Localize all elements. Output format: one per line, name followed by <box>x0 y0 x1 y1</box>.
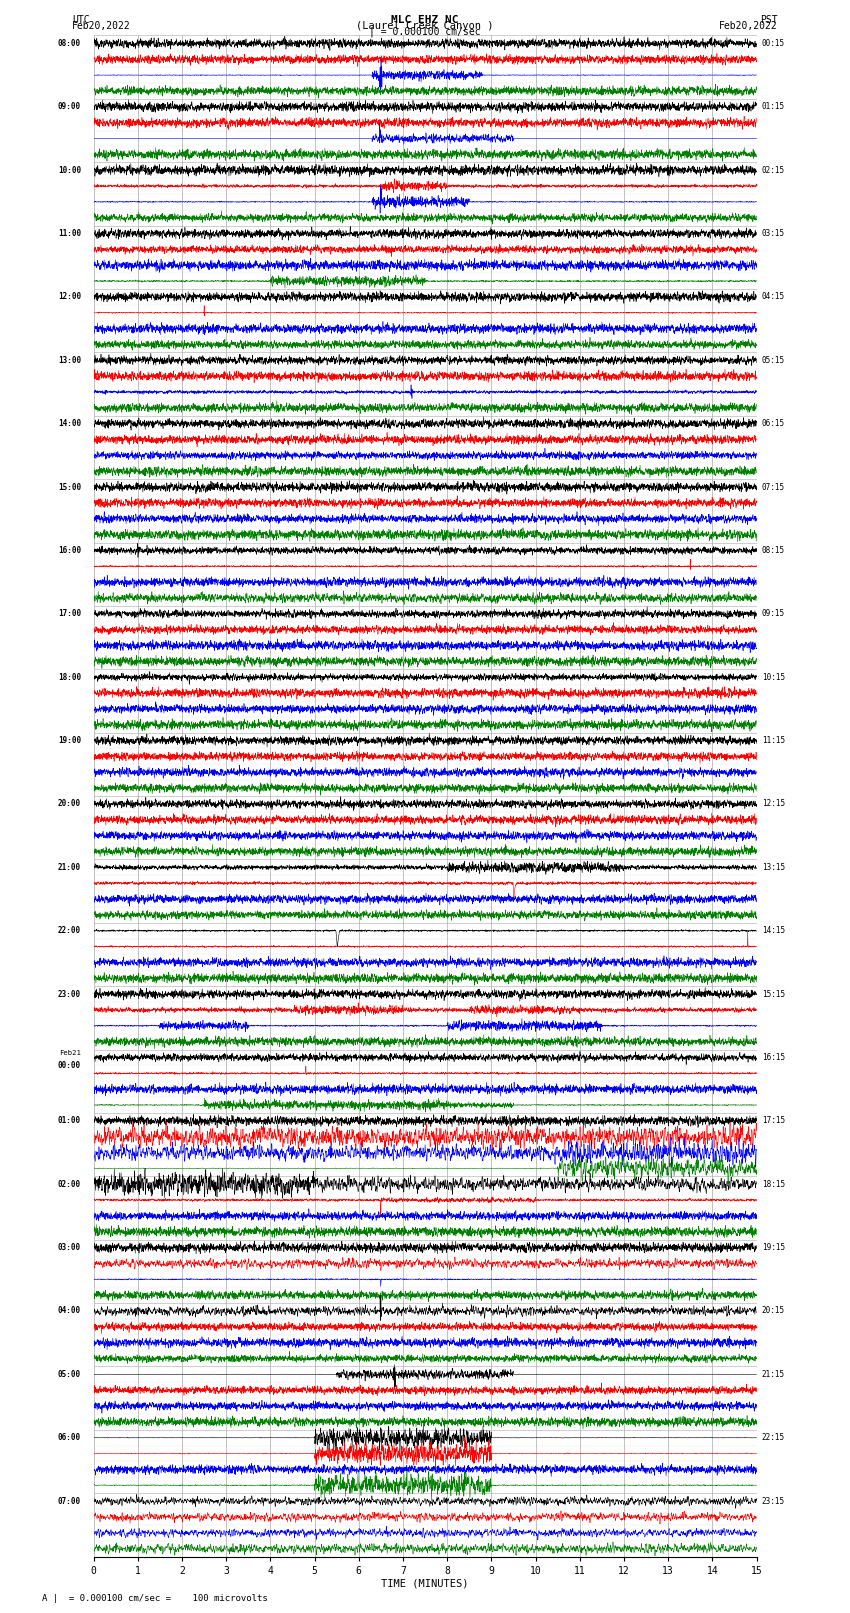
Text: 23:00: 23:00 <box>58 989 81 998</box>
Text: Feb21: Feb21 <box>60 1050 81 1057</box>
Text: 02:00: 02:00 <box>58 1179 81 1189</box>
Text: 22:00: 22:00 <box>58 926 81 936</box>
Text: 05:15: 05:15 <box>762 356 785 365</box>
Text: 17:00: 17:00 <box>58 610 81 618</box>
Text: 21:15: 21:15 <box>762 1369 785 1379</box>
Text: 07:15: 07:15 <box>762 482 785 492</box>
Text: 10:00: 10:00 <box>58 166 81 174</box>
Text: 09:00: 09:00 <box>58 102 81 111</box>
Text: 00:15: 00:15 <box>762 39 785 48</box>
Text: 06:15: 06:15 <box>762 419 785 427</box>
Text: PST: PST <box>760 16 778 26</box>
Text: 07:00: 07:00 <box>58 1497 81 1505</box>
Text: Feb20,2022: Feb20,2022 <box>72 21 131 31</box>
Text: 14:00: 14:00 <box>58 419 81 427</box>
Text: 12:00: 12:00 <box>58 292 81 302</box>
Text: A |  = 0.000100 cm/sec =    100 microvolts: A | = 0.000100 cm/sec = 100 microvolts <box>42 1594 269 1603</box>
Text: 08:15: 08:15 <box>762 545 785 555</box>
Text: 15:00: 15:00 <box>58 482 81 492</box>
Text: 20:15: 20:15 <box>762 1307 785 1316</box>
Text: 23:15: 23:15 <box>762 1497 785 1505</box>
Text: 16:00: 16:00 <box>58 545 81 555</box>
Text: 03:00: 03:00 <box>58 1244 81 1252</box>
Text: 22:15: 22:15 <box>762 1434 785 1442</box>
Text: 11:00: 11:00 <box>58 229 81 239</box>
Text: 02:15: 02:15 <box>762 166 785 174</box>
Text: 13:15: 13:15 <box>762 863 785 871</box>
Text: 20:00: 20:00 <box>58 800 81 808</box>
Text: MLC EHZ NC: MLC EHZ NC <box>391 16 459 26</box>
Text: 09:15: 09:15 <box>762 610 785 618</box>
Text: | = 0.000100 cm/sec: | = 0.000100 cm/sec <box>369 26 481 37</box>
Text: 19:15: 19:15 <box>762 1244 785 1252</box>
Text: 12:15: 12:15 <box>762 800 785 808</box>
Text: 16:15: 16:15 <box>762 1053 785 1061</box>
Text: 04:00: 04:00 <box>58 1307 81 1316</box>
Text: 01:00: 01:00 <box>58 1116 81 1126</box>
Text: 18:00: 18:00 <box>58 673 81 682</box>
Text: 15:15: 15:15 <box>762 989 785 998</box>
Text: 08:00: 08:00 <box>58 39 81 48</box>
Text: 03:15: 03:15 <box>762 229 785 239</box>
Text: 10:15: 10:15 <box>762 673 785 682</box>
Text: UTC: UTC <box>72 16 90 26</box>
Text: 00:00: 00:00 <box>58 1061 81 1069</box>
X-axis label: TIME (MINUTES): TIME (MINUTES) <box>382 1579 468 1589</box>
Text: 17:15: 17:15 <box>762 1116 785 1126</box>
Text: 19:00: 19:00 <box>58 736 81 745</box>
Text: 06:00: 06:00 <box>58 1434 81 1442</box>
Text: Feb20,2022: Feb20,2022 <box>719 21 778 31</box>
Text: 11:15: 11:15 <box>762 736 785 745</box>
Text: 13:00: 13:00 <box>58 356 81 365</box>
Text: 04:15: 04:15 <box>762 292 785 302</box>
Text: 01:15: 01:15 <box>762 102 785 111</box>
Text: 18:15: 18:15 <box>762 1179 785 1189</box>
Text: 14:15: 14:15 <box>762 926 785 936</box>
Text: (Laurel Creek Canyon ): (Laurel Creek Canyon ) <box>356 21 494 31</box>
Text: 05:00: 05:00 <box>58 1369 81 1379</box>
Text: 21:00: 21:00 <box>58 863 81 871</box>
